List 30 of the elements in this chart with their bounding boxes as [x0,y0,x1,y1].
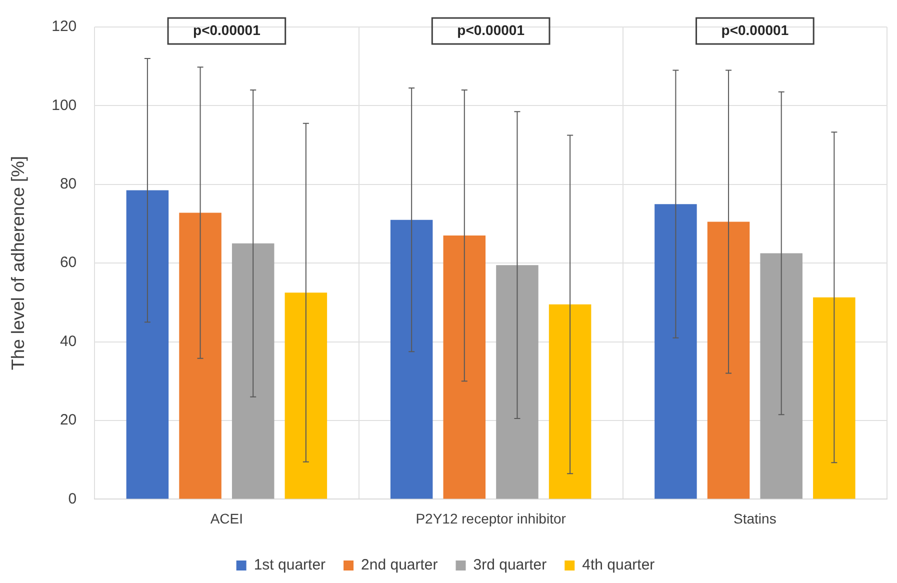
bar [232,243,274,499]
bar [443,236,486,499]
x-tick-label: P2Y12 receptor inhibitor [416,510,566,526]
bar [390,220,433,499]
x-tick-label: Statins [734,510,776,526]
y-tick-label: 80 [60,176,77,193]
bar [813,297,856,499]
bar [179,212,222,499]
y-tick-label: 100 [52,96,77,114]
bar [496,265,538,499]
x-tick-label: ACEI [210,510,244,526]
bar [548,304,592,499]
y-axis-title: The level of adherence [%] [8,156,28,370]
y-tick-label: 0 [68,490,77,508]
y-tick-label: 120 [52,18,77,36]
annotation: p<0.00001 [193,22,261,38]
bar [760,253,802,499]
annotation: p<0.00001 [721,22,789,38]
annotation: p<0.00001 [457,22,525,38]
legend-label: 1st quarter [254,556,326,574]
bar [126,190,169,499]
y-tick-label: 20 [60,412,77,429]
legend-label: 2nd quarter [361,556,438,574]
bar [707,222,750,499]
y-tick-label: 60 [60,254,77,272]
y-tick-label: 40 [60,332,77,350]
legend-label: 3rd quarter [473,556,547,574]
bar [284,292,328,499]
bar [654,204,697,499]
legend-label: 4th quarter [582,556,655,574]
